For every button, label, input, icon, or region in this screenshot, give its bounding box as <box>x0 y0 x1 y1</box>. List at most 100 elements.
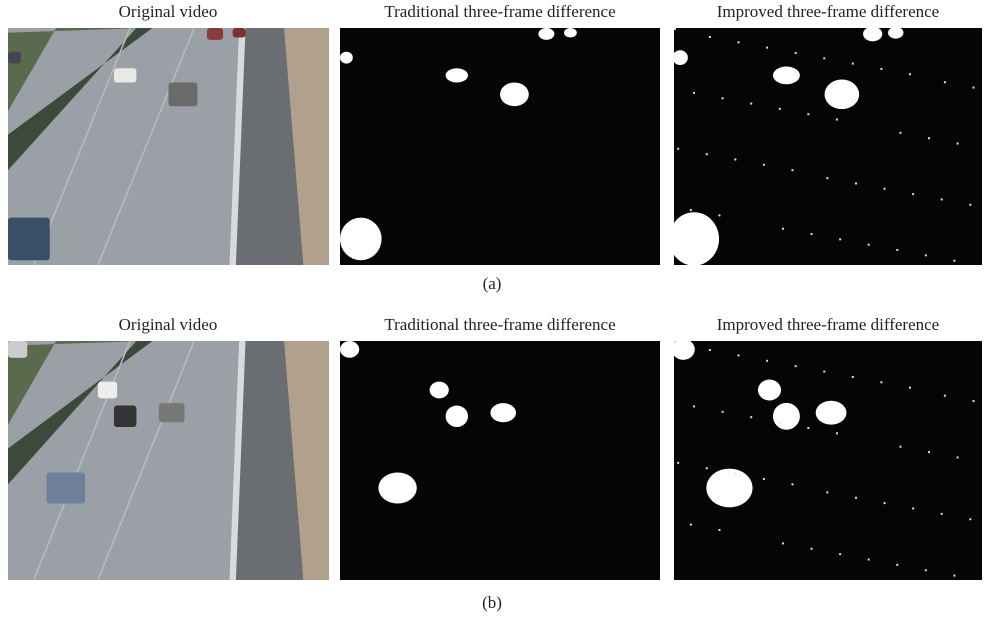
noise <box>811 233 813 235</box>
panel-title: Traditional three-frame difference <box>384 315 615 334</box>
noise <box>909 73 911 75</box>
car <box>114 406 136 428</box>
video-frame <box>8 341 329 580</box>
car <box>47 472 86 503</box>
noise <box>969 204 971 206</box>
noise <box>738 41 740 43</box>
noise <box>941 198 943 200</box>
blob <box>863 27 882 42</box>
mask-bg <box>674 28 982 265</box>
noise <box>899 132 901 134</box>
mask-bg <box>674 341 982 580</box>
noise <box>677 462 679 464</box>
row-label: (a) <box>483 274 502 293</box>
noise <box>972 400 974 402</box>
blob <box>773 403 800 430</box>
noise <box>722 97 724 99</box>
noise <box>912 193 914 195</box>
noise <box>839 553 841 555</box>
noise <box>709 36 711 38</box>
blob <box>564 28 577 37</box>
row-label: (b) <box>482 593 502 612</box>
noise <box>807 113 809 115</box>
noise <box>880 381 882 383</box>
noise <box>782 228 784 230</box>
difference-mask <box>669 27 982 266</box>
noise <box>734 473 736 475</box>
panel-title: Improved three-frame difference <box>717 2 939 21</box>
noise <box>880 68 882 70</box>
noise <box>868 244 870 246</box>
noise <box>763 164 765 166</box>
noise <box>718 529 720 531</box>
noise <box>957 456 959 458</box>
blob <box>340 218 382 261</box>
noise <box>884 502 886 504</box>
noise <box>766 360 768 362</box>
noise <box>690 524 692 526</box>
noise <box>925 254 927 256</box>
mask-bg <box>340 28 660 265</box>
panel-title: Improved three-frame difference <box>717 315 939 334</box>
mask-bg <box>340 341 660 580</box>
noise <box>826 491 828 493</box>
noise <box>791 483 793 485</box>
blob <box>340 341 359 358</box>
noise <box>677 148 679 150</box>
noise <box>896 564 898 566</box>
car <box>159 403 185 422</box>
noise <box>944 395 946 397</box>
noise <box>909 387 911 389</box>
blob <box>816 401 847 425</box>
noise <box>944 81 946 83</box>
noise <box>766 47 768 49</box>
panel-title: Traditional three-frame difference <box>384 2 615 21</box>
noise <box>738 354 740 356</box>
noise <box>823 57 825 59</box>
page: {"figure": {"rows": [ {"label": "(a)", "… <box>0 0 984 625</box>
noise <box>763 478 765 480</box>
noise <box>852 376 854 378</box>
noise <box>779 108 781 110</box>
blob <box>490 403 516 422</box>
noise <box>718 214 720 216</box>
blob <box>340 52 353 64</box>
noise <box>811 548 813 550</box>
blob <box>446 68 468 82</box>
noise <box>969 518 971 520</box>
blob <box>500 83 529 107</box>
noise <box>807 427 809 429</box>
car <box>207 28 223 40</box>
blob <box>706 469 752 508</box>
noise <box>953 260 955 262</box>
noise <box>884 188 886 190</box>
noise <box>836 432 838 434</box>
noise <box>750 103 752 105</box>
noise <box>925 569 927 571</box>
noise <box>852 63 854 65</box>
car <box>8 218 50 261</box>
noise <box>734 158 736 160</box>
noise <box>839 238 841 240</box>
blob <box>430 382 449 399</box>
difference-mask <box>672 339 982 580</box>
noise <box>722 411 724 413</box>
blob <box>825 80 860 110</box>
panel-title: Original video <box>119 2 218 21</box>
noise <box>782 542 784 544</box>
blob <box>669 212 719 265</box>
car <box>98 382 117 399</box>
noise <box>928 451 930 453</box>
noise <box>823 371 825 373</box>
noise <box>693 405 695 407</box>
noise <box>795 52 797 54</box>
noise <box>706 467 708 469</box>
noise <box>868 559 870 561</box>
difference-mask <box>340 28 660 265</box>
noise <box>693 92 695 94</box>
noise <box>957 143 959 145</box>
car <box>8 52 21 64</box>
noise <box>826 177 828 179</box>
noise <box>674 28 676 30</box>
noise <box>750 416 752 418</box>
